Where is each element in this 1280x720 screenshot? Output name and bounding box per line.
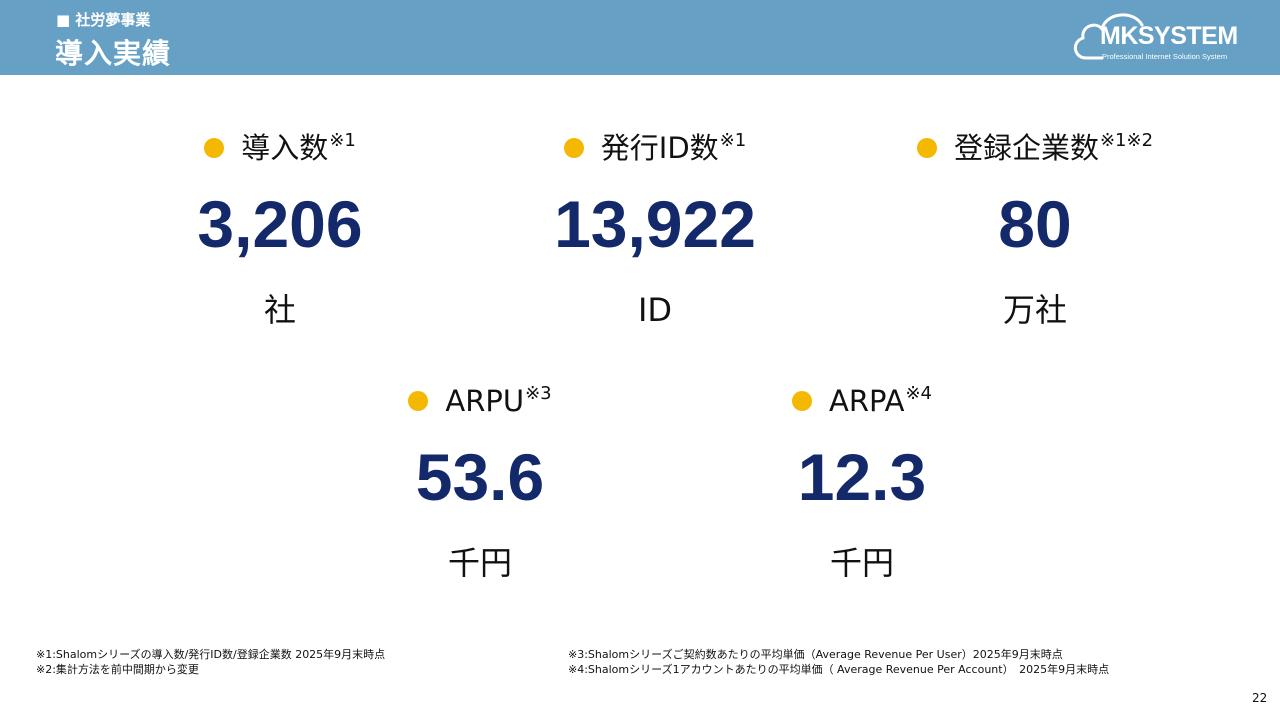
metric-arpa: ARPA ※4 12.3 千円	[712, 383, 1012, 593]
metric-unit: 千円	[447, 544, 512, 582]
bullet-dot	[563, 138, 584, 158]
page-title: 導入実績	[55, 37, 172, 70]
logo-brand: MKSYSTEM	[1100, 22, 1238, 50]
metric-unit: 千円	[829, 544, 894, 582]
metric-value: 3,206	[197, 187, 363, 261]
metric-label: 発行ID数	[600, 131, 719, 165]
footnote-4: ※4:Shalomシリーズ1アカウントあたりの平均単価（ Average Rev…	[568, 663, 1110, 676]
metric-value: 80	[998, 187, 1072, 261]
metric-unit: 社	[263, 291, 296, 329]
bullet-dot	[916, 138, 937, 158]
metric-label: ARPA	[828, 384, 905, 418]
metric-footnote-ref: ※1	[719, 130, 747, 151]
metric-value: 12.3	[797, 440, 927, 514]
metric-arpu: ARPU ※3 53.6 千円	[330, 383, 630, 593]
cloud-icon	[1074, 13, 1144, 60]
section-label: ■ 社労夢事業	[56, 11, 151, 29]
footnote-1: ※1:Shalomシリーズの導入数/発行ID数/登録企業数 2025年9月末時点	[36, 648, 386, 661]
metric-footnote-ref: ※1	[329, 130, 356, 151]
metric-footnote-ref: ※1※2	[1099, 130, 1154, 151]
metric-unit: 万社	[1002, 291, 1067, 329]
metric-unit: ID	[637, 291, 673, 329]
bullet-dot	[204, 138, 225, 158]
footnote-3: ※3:Shalomシリーズご契約数あたりの平均単価（Average Revenu…	[568, 648, 1063, 661]
bullet-dot	[791, 391, 812, 411]
metric-value: 13,922	[554, 187, 756, 261]
bullet-dot	[408, 391, 429, 411]
metric-label: 登録企業数	[953, 131, 1099, 165]
company-logo: MKSYSTEM Professional Internet Solution …	[1072, 8, 1242, 68]
metric-registered-companies: 登録企業数 ※1※2 80 万社	[885, 130, 1185, 340]
footnote-2: ※2:集計方法を前中間期から変更	[36, 663, 199, 676]
metric-label: 導入数	[241, 131, 329, 165]
metric-label: ARPU	[445, 384, 525, 418]
metric-footnote-ref: ※3	[525, 383, 552, 404]
logo-tagline: Professional Internet Solution System	[1102, 52, 1228, 61]
metric-value: 53.6	[415, 440, 545, 514]
metric-installations: 導入数 ※1 3,206 社	[130, 130, 430, 340]
metric-footnote-ref: ※4	[905, 383, 932, 404]
page-number: 22	[1252, 691, 1268, 705]
metric-issued-ids: 発行ID数 ※1 13,922 ID	[495, 130, 815, 340]
header-bar: ■ 社労夢事業 導入実績 MKSYSTEM Professional Inter…	[0, 0, 1280, 75]
